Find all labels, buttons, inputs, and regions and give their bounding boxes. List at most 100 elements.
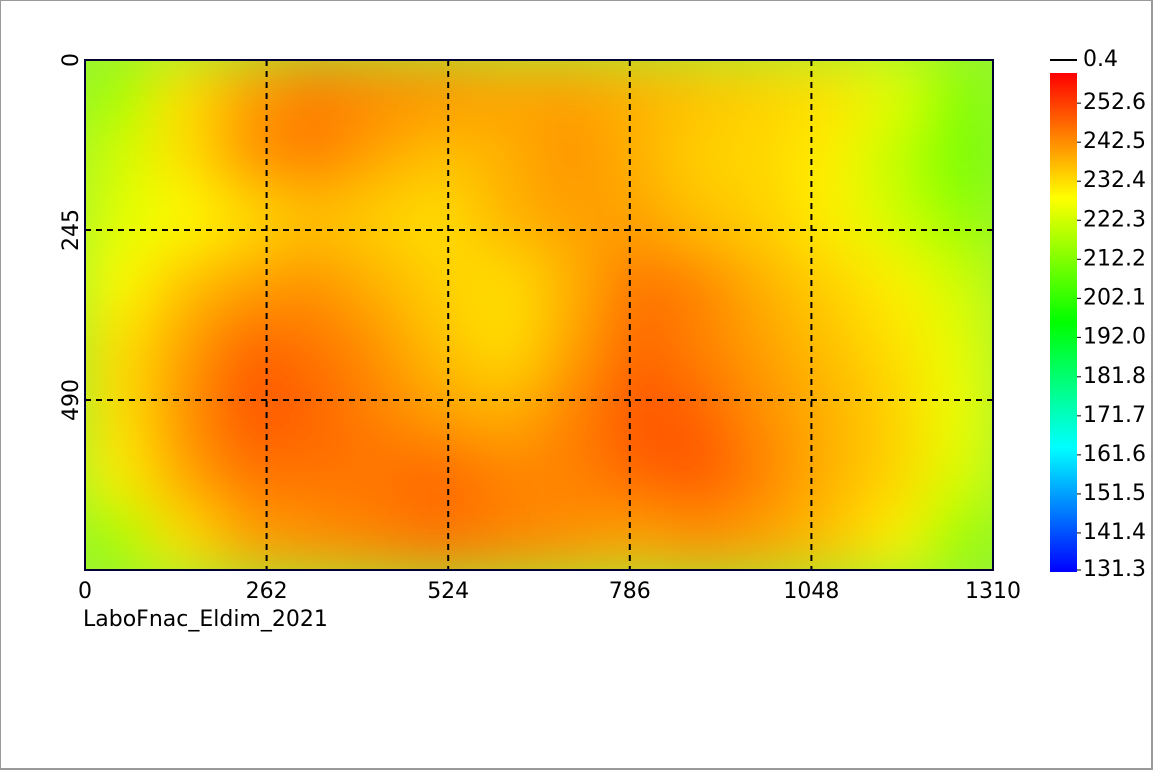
heatmap-cell bbox=[85, 314, 151, 380]
contour-label: 0.4 bbox=[1083, 47, 1118, 72]
colorbar bbox=[1050, 73, 1077, 572]
heatmap-cell bbox=[149, 187, 216, 252]
heatmap-cell bbox=[214, 314, 281, 380]
heatmap-cell bbox=[797, 250, 864, 316]
heatmap-cell bbox=[862, 60, 929, 125]
heatmap-cell bbox=[927, 378, 993, 443]
heatmap-cell bbox=[733, 505, 799, 570]
heatmap-cell bbox=[149, 442, 216, 507]
heatmap-cell bbox=[279, 60, 345, 125]
plot-area bbox=[85, 60, 993, 570]
heatmap-cell bbox=[473, 250, 540, 316]
heatmap-cell bbox=[279, 187, 345, 252]
colorbar-tick-label: 181.8 bbox=[1083, 364, 1146, 389]
heatmap-cell bbox=[797, 187, 864, 252]
heatmap-cell bbox=[473, 123, 540, 188]
heatmap-cell bbox=[343, 60, 410, 125]
heatmap-cell bbox=[473, 314, 540, 380]
heatmap-cell bbox=[538, 123, 605, 188]
chart-label: LaboFnac_Eldim_2021 bbox=[83, 607, 328, 632]
heatmap-cell bbox=[927, 60, 993, 125]
heatmap-cell bbox=[668, 187, 735, 252]
heatmap-cell bbox=[538, 442, 605, 507]
heatmap-cell bbox=[538, 250, 605, 316]
heatmap-cell bbox=[85, 442, 151, 507]
heatmap-cell bbox=[408, 505, 475, 570]
heatmap-cell bbox=[668, 505, 735, 570]
heatmap-cell bbox=[927, 187, 993, 252]
heatmap-cell bbox=[343, 250, 410, 316]
heatmap-cell bbox=[279, 250, 345, 316]
heatmap-cell bbox=[408, 60, 475, 125]
heatmap-cell bbox=[797, 442, 864, 507]
heatmap bbox=[85, 60, 993, 570]
heatmap-cell bbox=[85, 505, 151, 570]
heatmap-cell bbox=[214, 505, 281, 570]
heatmap-cell bbox=[862, 378, 929, 443]
heatmap-cell bbox=[603, 123, 670, 188]
colorbar-tick-label: 141.4 bbox=[1083, 520, 1146, 545]
heatmap-cell bbox=[927, 505, 993, 570]
heatmap-cell bbox=[538, 314, 605, 380]
heatmap-cell bbox=[733, 442, 799, 507]
heatmap-cell bbox=[214, 442, 281, 507]
heatmap-cell bbox=[927, 314, 993, 380]
heatmap-cell bbox=[149, 250, 216, 316]
heatmap-cell bbox=[85, 60, 151, 125]
heatmap-cell bbox=[797, 314, 864, 380]
heatmap-cell bbox=[862, 314, 929, 380]
heatmap-cell bbox=[279, 505, 345, 570]
y-tick-label: 490 bbox=[59, 379, 84, 421]
heatmap-cell bbox=[149, 314, 216, 380]
x-tick-label: 262 bbox=[246, 579, 288, 604]
heatmap-cell bbox=[603, 378, 670, 443]
heatmap-cell bbox=[279, 314, 345, 380]
heatmap-cell bbox=[343, 314, 410, 380]
heatmap-cell bbox=[603, 314, 670, 380]
heatmap-cell bbox=[473, 442, 540, 507]
x-tick-label: 1048 bbox=[783, 579, 839, 604]
grid bbox=[85, 60, 993, 570]
heatmap-cell bbox=[927, 250, 993, 316]
x-tick-label: 0 bbox=[78, 579, 92, 604]
heatmap-cell bbox=[279, 442, 345, 507]
heatmap-cell bbox=[733, 378, 799, 443]
heatmap-cell bbox=[733, 250, 799, 316]
heatmap-cell bbox=[343, 505, 410, 570]
x-tick-label: 786 bbox=[609, 579, 651, 604]
colorbar-tick-label: 192.0 bbox=[1083, 324, 1146, 349]
heatmap-cell bbox=[862, 442, 929, 507]
heatmap-cell bbox=[214, 123, 281, 188]
heatmap-cell bbox=[149, 123, 216, 188]
y-tick-label: 0 bbox=[59, 53, 84, 67]
heatmap-cell bbox=[603, 442, 670, 507]
colorbar-tick-label: 151.5 bbox=[1083, 481, 1146, 506]
heatmap-cell bbox=[862, 187, 929, 252]
heatmap-cell bbox=[85, 378, 151, 443]
heatmap-cell bbox=[797, 505, 864, 570]
x-tick-label: 524 bbox=[427, 579, 469, 604]
heatmap-cell bbox=[733, 187, 799, 252]
heatmap-cell bbox=[85, 250, 151, 316]
heatmap-cell bbox=[538, 378, 605, 443]
heatmap-cell bbox=[149, 60, 216, 125]
heatmap-cell bbox=[343, 187, 410, 252]
heatmap-cell bbox=[538, 187, 605, 252]
heatmap-cell bbox=[862, 250, 929, 316]
heatmap-cell bbox=[733, 123, 799, 188]
heatmap-cell bbox=[668, 250, 735, 316]
heatmap-cell bbox=[733, 314, 799, 380]
colorbar-tick-label: 202.1 bbox=[1083, 285, 1146, 310]
heatmap-cell bbox=[668, 378, 735, 443]
heatmap-cell bbox=[603, 187, 670, 252]
heatmap-cell bbox=[927, 442, 993, 507]
heatmap-cell bbox=[927, 123, 993, 188]
heatmap-cell bbox=[214, 60, 281, 125]
heatmap-cell bbox=[214, 187, 281, 252]
colorbar-tick-label: 131.3 bbox=[1083, 557, 1146, 582]
heatmap-cell bbox=[733, 60, 799, 125]
heatmap-cell bbox=[603, 60, 670, 125]
colorbar-tick-label: 232.4 bbox=[1083, 168, 1146, 193]
heatmap-cell bbox=[149, 378, 216, 443]
